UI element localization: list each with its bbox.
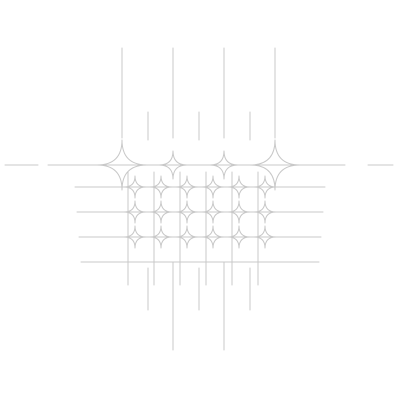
crossing-star-small	[149, 225, 173, 249]
crossing-star-small	[227, 200, 251, 224]
crossing-star-small	[227, 175, 251, 199]
crossing-star-large	[249, 139, 301, 191]
crossing-star-small	[227, 225, 251, 249]
crossing-star-small	[123, 225, 147, 249]
crossing-star-small	[123, 200, 147, 224]
crossing-star-small	[253, 175, 277, 199]
crossing-star-small	[253, 225, 277, 249]
crossing-star-small	[201, 175, 225, 199]
crossing-star-small	[175, 225, 199, 249]
crossing-star-small	[175, 200, 199, 224]
crossing-star-small	[149, 200, 173, 224]
crossing-star-small	[253, 200, 277, 224]
crossing-star-small	[201, 200, 225, 224]
crossing-star-small	[175, 175, 199, 199]
crossing-star-large	[96, 139, 148, 191]
crossing-star-small	[123, 175, 147, 199]
line-grid-strokes	[4, 47, 394, 351]
crossing-star-small	[201, 225, 225, 249]
crossing-star	[209, 150, 239, 180]
crossing-star	[158, 150, 188, 180]
crossing-star-small	[149, 175, 173, 199]
